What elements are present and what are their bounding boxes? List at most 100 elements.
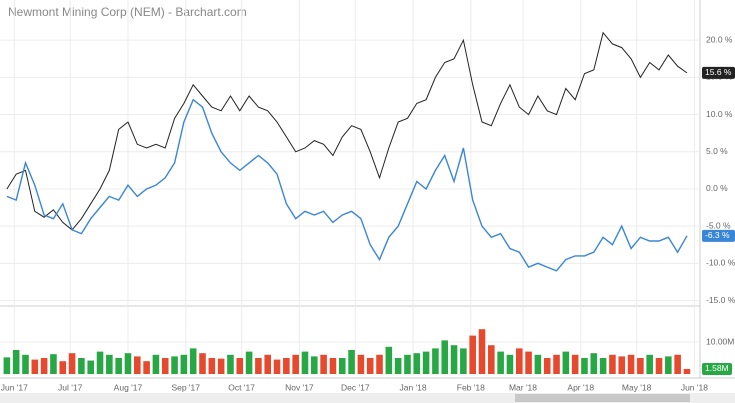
volume-bar	[59, 361, 67, 374]
volume-bar	[497, 351, 504, 374]
volume-bar	[646, 354, 653, 374]
last-value-label: 15.6 %	[705, 67, 732, 77]
volume-bar	[180, 354, 188, 374]
volume-bar	[385, 346, 393, 374]
volume-bar	[683, 368, 691, 374]
x-tick-label: Jan '18	[399, 382, 426, 392]
volume-tick-label: 10.00M	[706, 336, 734, 346]
volume-bar	[143, 361, 150, 374]
x-tick-label: Jun '18	[681, 382, 708, 392]
x-tick-label: Jun '17	[1, 382, 28, 392]
volume-bar	[199, 353, 206, 374]
volume-bar	[599, 358, 607, 374]
y-tick-label: 10.0 %	[706, 109, 733, 119]
volume-bar	[96, 351, 104, 374]
volume-bar	[348, 350, 355, 374]
x-tick-label: Nov '17	[285, 382, 314, 392]
volume-bar	[674, 354, 681, 374]
volume-bar	[441, 340, 449, 374]
chart-title: Newmont Mining Corp (NEM) - Barchart.com	[8, 5, 247, 19]
y-tick-label: 0.0 %	[706, 183, 728, 193]
volume-bar	[338, 358, 346, 374]
volume-bar	[22, 354, 29, 374]
volume-bar	[637, 358, 644, 374]
volume-bar	[208, 358, 216, 374]
volume-bar	[366, 358, 374, 374]
volume-bar	[245, 351, 253, 374]
volume-bar	[236, 358, 244, 374]
x-tick-label: Mar '18	[509, 382, 537, 392]
volume-bar	[450, 345, 458, 374]
x-tick-label: Sep '17	[171, 382, 200, 392]
last-value-badge	[702, 229, 735, 242]
x-tick-label: May '18	[622, 382, 652, 392]
volume-bar	[171, 356, 178, 374]
volume-bar	[301, 351, 309, 374]
price-line	[6, 31, 688, 231]
volume-bar	[394, 358, 402, 374]
volume-bar	[404, 354, 411, 374]
scrollbar-handle[interactable]	[515, 394, 690, 402]
volume-bar	[217, 358, 225, 374]
last-volume-badge	[702, 362, 732, 375]
plot: Jun '17 Jul '17 Aug '17 Sep '17 Oct '17 Nov '…	[0, 0, 735, 392]
volume-bar	[618, 356, 626, 374]
volume-bar	[478, 329, 486, 374]
volume-bar	[273, 359, 281, 374]
volume-bar	[12, 350, 20, 374]
volume-bar	[376, 354, 383, 374]
volume-bar	[562, 351, 570, 374]
volume-bar	[665, 356, 672, 374]
volume-bar	[40, 358, 48, 374]
volume-bar	[553, 354, 560, 374]
last-volume-label: 1.58M	[705, 363, 729, 373]
x-tick-label: Aug '17	[114, 382, 143, 392]
x-tick-label: Oct '17	[228, 382, 255, 392]
y-tick-label: -15.0 %	[706, 295, 735, 305]
volume-bar	[68, 353, 76, 374]
y-tick-label: -5.0 %	[706, 220, 731, 230]
volume-bar	[422, 351, 430, 374]
last-value-badge	[702, 66, 735, 79]
volume-bar	[488, 345, 495, 374]
volume-bar	[525, 351, 532, 374]
volume-bar	[581, 358, 588, 374]
y-tick-label: 20.0 %	[706, 34, 733, 44]
volume-bar	[227, 354, 234, 374]
volume-bar	[311, 356, 318, 374]
volume-bar	[534, 354, 542, 374]
volume-bar	[357, 354, 365, 374]
last-value-label: -6.3 %	[705, 230, 730, 240]
volume-bar	[655, 358, 663, 374]
volume-bar	[320, 354, 327, 374]
volume-bar	[469, 335, 476, 374]
volume-bar	[189, 348, 197, 374]
volume-bar	[543, 358, 551, 374]
volume-bar	[50, 354, 57, 374]
volume-bar	[283, 358, 290, 374]
volume-bar	[255, 358, 262, 374]
scrollbar[interactable]	[0, 393, 735, 403]
volume-bar	[432, 348, 439, 374]
volume-bar	[590, 353, 598, 374]
x-tick-label: Apr '18	[567, 382, 594, 392]
volume-bar	[152, 354, 160, 374]
volume-bar	[609, 354, 616, 374]
volume-bar	[106, 354, 113, 374]
y-tick-label: -10.0 %	[706, 258, 735, 268]
volume-bar	[87, 360, 94, 374]
volume-bar	[571, 354, 579, 374]
volume-bar	[506, 354, 514, 374]
volume-bar	[292, 354, 299, 374]
x-tick-label: Feb '18	[457, 382, 485, 392]
price-line	[6, 98, 688, 272]
volume-bar	[264, 354, 272, 374]
x-tick-label: Jul '17	[58, 382, 83, 392]
volume-bar	[124, 353, 132, 374]
volume-bar	[329, 358, 337, 374]
volume-bar	[3, 357, 11, 374]
volume-bar	[515, 348, 523, 374]
volume-bar	[460, 348, 467, 374]
y-tick-label: 5.0 %	[706, 146, 728, 156]
